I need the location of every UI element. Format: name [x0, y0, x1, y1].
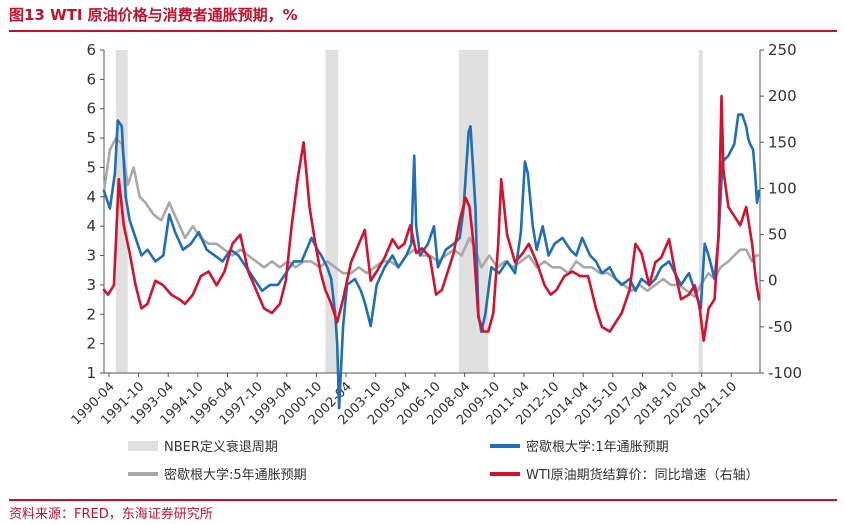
legend-label: 密歇根大学:5年通胀预期: [164, 467, 307, 483]
right-tick-label: 250: [768, 41, 797, 59]
left-tick-label: 3: [86, 247, 96, 265]
right-tick-label: 100: [768, 179, 797, 197]
legend-label: NBER定义衰退周期: [164, 439, 278, 455]
source-divider: [9, 499, 837, 501]
chart-series: [102, 94, 761, 410]
left-tick-label: 1: [86, 364, 96, 382]
title-divider: [9, 30, 837, 32]
right-tick-label: 150: [768, 133, 797, 151]
right-tick-label: 200: [768, 87, 797, 105]
left-tick-label: 3: [86, 276, 96, 294]
left-tick-label: 2: [86, 335, 96, 353]
right-tick-label: -100: [768, 364, 802, 382]
right-tick-label: 50: [768, 226, 787, 244]
legend-swatch-band: [128, 441, 158, 451]
left-tick-label: 2: [86, 305, 96, 323]
legend-label: 密歇根大学:1年通胀预期: [526, 439, 669, 455]
left-tick-label: 5: [86, 129, 96, 147]
left-tick-label: 4: [86, 188, 96, 206]
left-tick-label: 6: [86, 41, 96, 59]
left-tick-label: 6: [86, 70, 96, 88]
left-tick-label: 5: [86, 158, 96, 176]
legend-label: WTI原油期货结算价：同比增速（右轴）: [526, 467, 759, 483]
left-tick-label: 6: [86, 100, 96, 118]
chart-svg: 122334455666-100-500501001502002501990-0…: [69, 41, 802, 483]
right-tick-label: 0: [768, 272, 778, 290]
left-tick-label: 4: [86, 217, 96, 235]
right-tick-label: -50: [768, 318, 793, 336]
source-note: 资料来源：FRED，东海证券研究所: [9, 507, 213, 522]
chart-title: 图13 WTI 原油价格与消费者通胀预期，%: [9, 6, 298, 24]
series-line-wti-yoy: [102, 94, 761, 342]
recession-band-1: [325, 50, 339, 373]
recession-band-3: [698, 50, 703, 373]
